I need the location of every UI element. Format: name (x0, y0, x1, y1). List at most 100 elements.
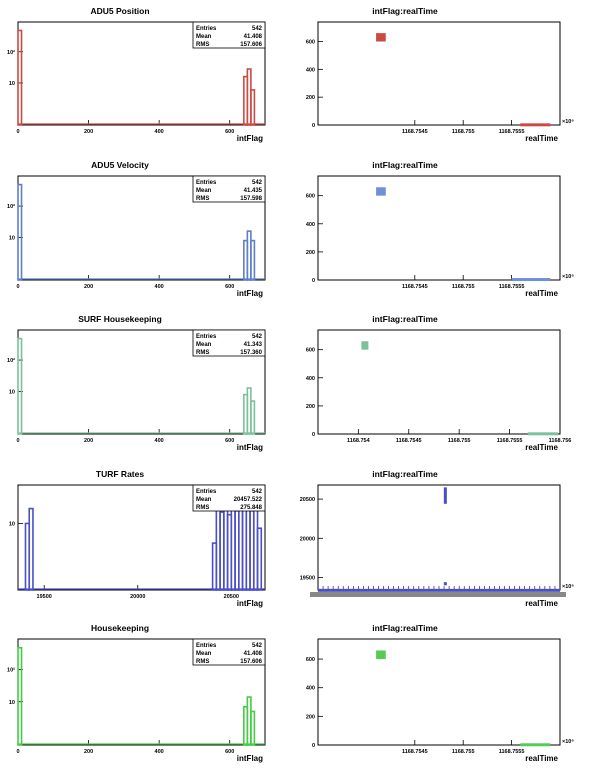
panel-title: SURF Housekeeping (78, 314, 162, 324)
stats-value: 41.435 (244, 188, 263, 194)
stats-label: RMS (196, 659, 209, 665)
stats-box: Entries 542 Mean 20457.522 RMS 275.848 (192, 484, 266, 512)
scatter-cluster (361, 341, 369, 350)
stats-value: 542 (252, 334, 263, 340)
stats-box-frame (192, 175, 266, 203)
x-multiplier: ×10⁶ (562, 119, 574, 125)
stats-label: Mean (196, 497, 212, 503)
x-multiplier: ×10⁶ (562, 274, 574, 280)
y-tick-label: 400 (306, 67, 315, 73)
panel-8: intFlag:realTime realTime 19500 20000 20500 ×… (300, 469, 575, 608)
stats-value: 542 (252, 180, 263, 186)
x-tick-label: 20000 (130, 594, 145, 600)
y-tick-label: 20500 (300, 497, 315, 503)
y-tick-label: 0 (312, 278, 315, 284)
x-tick-label: 1168.7555 (497, 438, 523, 444)
stats-box: Entries 542 Mean 41.343 RMS 157.360 (192, 329, 266, 357)
plot-frame (317, 638, 561, 746)
x-axis-label: realTime (525, 443, 558, 452)
histogram-bar (250, 89, 256, 126)
panel-title: intFlag:realTime (372, 469, 438, 479)
stats-label: Entries (196, 180, 217, 186)
y-tick-label: 200 (306, 714, 315, 720)
stats-label: RMS (196, 196, 209, 202)
histogram-bar (17, 183, 23, 281)
x-axis-label: intFlag (237, 289, 263, 298)
stats-label: Mean (196, 651, 212, 657)
x-tick-label: 1168.7545 (402, 749, 428, 755)
panel-title: TURF Rates (96, 469, 144, 479)
y-tick-label: 20000 (300, 536, 315, 542)
stats-label: Entries (196, 643, 217, 649)
panel-4: intFlag:realTime 1168.7545 1168.755 1168.75… (306, 160, 575, 298)
scatter-cluster (520, 743, 551, 747)
stats-label: Entries (196, 26, 217, 32)
y-tick-label: 0 (312, 432, 315, 438)
y-tick-label: 19500 (300, 575, 315, 581)
scatter-cluster (376, 650, 386, 660)
plot-frame (317, 175, 561, 281)
x-axis-label: intFlag (237, 134, 263, 143)
stats-box-frame (192, 21, 266, 49)
stats-label: RMS (196, 505, 209, 511)
stats-box-frame (192, 329, 266, 357)
x-tick-label: 1168.755 (452, 749, 475, 755)
x-tick-label: 400 (155, 284, 164, 290)
stats-label: RMS (196, 42, 209, 48)
panel-title: ADU5 Velocity (91, 160, 149, 170)
y-tick-label: 200 (306, 95, 315, 101)
stats-label: Entries (196, 489, 217, 495)
x-tick-label: 0 (16, 438, 19, 444)
stats-label: RMS (196, 350, 209, 356)
x-tick-label: 600 (225, 284, 234, 290)
y-tick-label: 400 (306, 376, 315, 382)
plot-frame (317, 484, 561, 591)
x-tick-label: 0 (16, 129, 19, 135)
x-tick-label: 1168.755 (452, 284, 475, 290)
y-tick-label: 200 (306, 250, 315, 256)
stats-value: 157.606 (240, 42, 262, 48)
x-axis-label: realTime (525, 754, 558, 763)
x-axis-label: realTime (525, 134, 558, 143)
histogram-bar (17, 646, 23, 746)
x-axis-label: realTime (525, 599, 558, 608)
y-tick-label: 10² (7, 49, 15, 56)
plot-frame (317, 21, 561, 126)
x-tick-label: 600 (225, 749, 234, 755)
plot-frame (317, 329, 561, 435)
stats-value: 542 (252, 26, 263, 32)
scatter-cluster (511, 278, 551, 282)
x-tick-label: 600 (225, 129, 234, 135)
stats-box: Entries 542 Mean 41.435 RMS 157.598 (192, 175, 266, 203)
x-tick-label: 1168.755 (452, 129, 475, 135)
y-tick-label: 600 (306, 39, 315, 45)
y-tick-label: 0 (312, 743, 315, 749)
x-tick-label: 600 (225, 438, 234, 444)
histogram-bar (28, 507, 34, 591)
stats-value: 20457.522 (234, 497, 263, 503)
x-axis-label: intFlag (237, 754, 263, 763)
stats-label: Mean (196, 34, 212, 40)
x-tick-label: 0 (16, 284, 19, 290)
scatter-cluster (443, 487, 447, 504)
x-tick-label: 400 (155, 749, 164, 755)
x-tick-label: 19500 (37, 594, 52, 600)
scatter-cluster (318, 588, 560, 592)
stats-value: 542 (252, 643, 263, 649)
x-tick-label: 1168.7545 (396, 438, 422, 444)
stats-label: Mean (196, 188, 212, 194)
stats-value: 275.848 (240, 505, 262, 511)
y-tick-label: 10 (9, 521, 15, 527)
panel-6: intFlag:realTime 1168.754 1168.7545 1168.75… (306, 314, 572, 452)
y-tick-label: 200 (306, 404, 315, 410)
histogram-bar (250, 400, 256, 435)
scatter-cluster (527, 432, 558, 436)
x-tick-label: 20500 (224, 594, 239, 600)
panel-title: intFlag:realTime (372, 623, 438, 633)
x-tick-label: 200 (84, 749, 93, 755)
scatter-cluster (443, 582, 447, 586)
